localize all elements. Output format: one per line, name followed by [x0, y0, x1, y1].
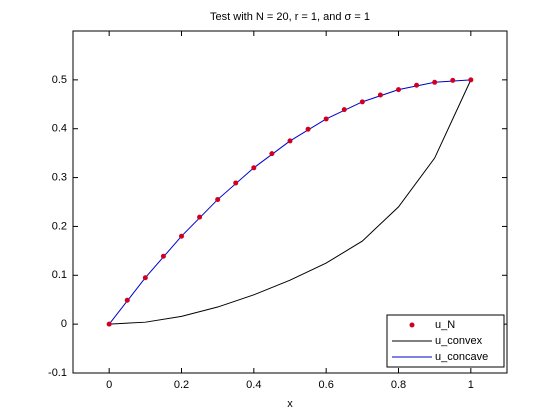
data-point	[359, 99, 365, 105]
data-point	[251, 165, 257, 171]
data-point	[124, 297, 130, 303]
data-point	[305, 126, 311, 132]
y-tick-label: 0.1	[52, 269, 67, 281]
y-tick-label: 0.3	[52, 171, 67, 183]
data-point	[377, 92, 383, 98]
x-tick-label: 0.2	[174, 379, 189, 391]
y-tick-label: 0	[61, 318, 67, 330]
x-tick-label: 0.6	[319, 379, 334, 391]
data-point	[468, 77, 474, 83]
data-point	[414, 82, 420, 88]
data-point	[341, 107, 347, 113]
axes-box	[72, 30, 508, 374]
data-point	[396, 87, 401, 93]
data-point	[233, 180, 239, 186]
x-tick-label: 0	[106, 379, 112, 391]
y-tick-label: 0.4	[52, 123, 67, 135]
data-point	[142, 275, 148, 281]
data-point	[197, 214, 203, 220]
series-line	[109, 79, 472, 325]
legend-marker	[409, 322, 415, 328]
y-tick-label: 0.2	[52, 220, 67, 232]
x-tick-label: 0.8	[391, 379, 406, 391]
data-point	[160, 253, 166, 259]
data-point	[323, 116, 329, 122]
legend-label: u_convex	[435, 335, 483, 347]
x-tick-label: 1	[468, 379, 474, 391]
data-point	[432, 79, 438, 85]
data-point	[269, 151, 275, 157]
data-point	[450, 77, 456, 83]
legend-label: u_N	[435, 319, 455, 331]
y-tick-label: -0.1	[48, 367, 67, 379]
y-tick-label: 0.5	[52, 74, 67, 86]
data-point	[106, 321, 112, 327]
x-tick-label: 0.4	[246, 379, 261, 391]
data-point	[287, 138, 293, 144]
chart-title: Test with N = 20, r = 1, and σ = 1	[210, 11, 370, 23]
x-axis-label: x	[287, 398, 293, 410]
legend-label: u_concave	[435, 351, 488, 363]
data-point	[179, 233, 184, 239]
data-point	[215, 197, 221, 203]
